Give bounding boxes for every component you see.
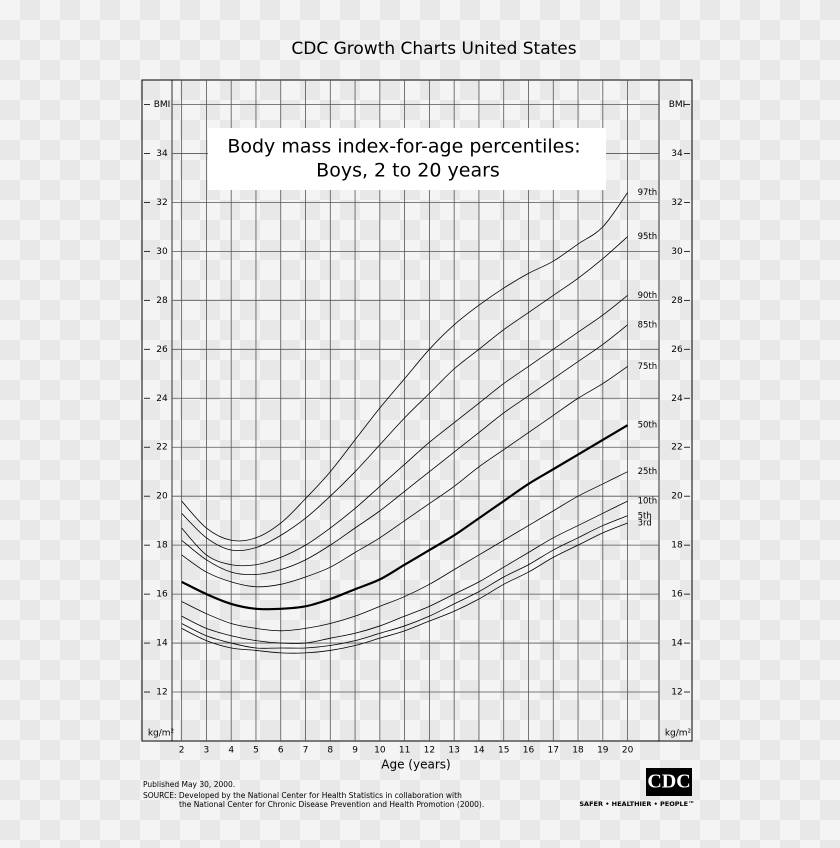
percentile-curve bbox=[181, 522, 628, 654]
series-label: 3rd bbox=[638, 519, 652, 529]
x-tick-label: 4 bbox=[228, 746, 234, 756]
y-tick-label: 12 bbox=[671, 688, 682, 698]
series-label: 97th bbox=[638, 188, 658, 198]
series-label: 95th bbox=[638, 232, 658, 242]
y-tick-label: 24 bbox=[156, 394, 168, 404]
percentile-curve bbox=[181, 324, 628, 576]
x-tick-label: 2 bbox=[179, 746, 185, 756]
series-label: 85th bbox=[638, 320, 658, 330]
y-tick-label: 34 bbox=[671, 149, 683, 159]
x-tick-label: 17 bbox=[548, 746, 559, 756]
footer-published: Published May 30, 2000. bbox=[143, 780, 235, 789]
series-label: 25th bbox=[638, 467, 658, 477]
x-tick-label: 15 bbox=[498, 746, 509, 756]
y-tick-label: 18 bbox=[156, 541, 168, 551]
x-tick-label: 12 bbox=[424, 746, 435, 756]
y-tick-label: 28 bbox=[156, 296, 168, 306]
x-tick-label: 3 bbox=[204, 746, 210, 756]
x-tick-label: 18 bbox=[572, 746, 584, 756]
series-label: 90th bbox=[638, 291, 658, 301]
y-tick-label: 12 bbox=[156, 688, 167, 698]
y-tick-label: 30 bbox=[156, 247, 168, 257]
y-tick-label: 26 bbox=[671, 345, 683, 355]
series-label: 50th bbox=[638, 421, 658, 431]
percentile-curve bbox=[181, 236, 628, 552]
y-unit-right: kg/m² bbox=[665, 729, 692, 739]
subtitle-line: Boys, 2 to 20 years bbox=[316, 160, 500, 182]
x-tick-label: 11 bbox=[399, 746, 410, 756]
x-tick-label: 20 bbox=[622, 746, 634, 756]
percentile-curve bbox=[181, 515, 628, 649]
y-tick-label: BMI bbox=[669, 100, 686, 110]
y-tick-label: BMI bbox=[154, 100, 171, 110]
plot-frame bbox=[141, 79, 693, 742]
x-tick-label: 10 bbox=[374, 746, 386, 756]
y-tick-label: 22 bbox=[156, 443, 167, 453]
y-tick-label: 30 bbox=[671, 247, 683, 257]
x-tick-label: 5 bbox=[253, 746, 259, 756]
x-tick-label: 19 bbox=[597, 746, 609, 756]
logo-box bbox=[646, 768, 692, 796]
y-tick-label: 28 bbox=[671, 296, 683, 306]
percentile-curve bbox=[181, 500, 628, 644]
x-tick-label: 7 bbox=[303, 746, 309, 756]
y-tick-label: 16 bbox=[671, 590, 683, 600]
y-tick-label: 26 bbox=[156, 345, 168, 355]
y-unit-left: kg/m² bbox=[148, 729, 175, 739]
footer-source: SOURCE: Developed by the National Center… bbox=[143, 791, 462, 800]
y-tick-label: 20 bbox=[671, 492, 683, 502]
x-tick-label: 14 bbox=[473, 746, 485, 756]
percentile-curve bbox=[181, 471, 628, 632]
percentile-curve bbox=[181, 295, 628, 567]
chart-title: CDC Growth Charts United States bbox=[291, 39, 576, 59]
series-label: 10th bbox=[638, 497, 658, 507]
y-tick-label: 18 bbox=[671, 541, 683, 551]
x-tick-label: 13 bbox=[448, 746, 459, 756]
subtitle-box bbox=[208, 128, 606, 190]
y-tick-label: 22 bbox=[671, 443, 682, 453]
y-tick-label: 14 bbox=[671, 639, 683, 649]
x-tick-label: 9 bbox=[352, 746, 358, 756]
y-tick-label: 34 bbox=[156, 149, 168, 159]
y-tick-label: 32 bbox=[671, 198, 682, 208]
subtitle-line: Body mass index-for-age percentiles: bbox=[227, 136, 580, 158]
percentile-curve bbox=[181, 366, 628, 588]
x-axis-label: Age (years) bbox=[381, 758, 450, 772]
footer-source: the National Center for Chronic Disease … bbox=[179, 800, 484, 809]
series-label: 75th bbox=[638, 362, 658, 372]
percentile-curve bbox=[181, 424, 629, 611]
percentile-curve bbox=[181, 192, 628, 542]
y-tick-label: 20 bbox=[156, 492, 168, 502]
x-tick-label: 6 bbox=[278, 746, 284, 756]
series-label: 5th bbox=[638, 511, 652, 521]
y-tick-label: 14 bbox=[156, 639, 168, 649]
logo-tagline: SAFER • HEALTHIER • PEOPLE™ bbox=[579, 800, 694, 808]
x-tick-label: 16 bbox=[523, 746, 535, 756]
x-tick-label: 8 bbox=[327, 746, 333, 756]
y-tick-label: 24 bbox=[671, 394, 683, 404]
y-tick-label: 32 bbox=[156, 198, 167, 208]
y-tick-label: 16 bbox=[156, 590, 168, 600]
logo: CDC bbox=[647, 771, 690, 793]
